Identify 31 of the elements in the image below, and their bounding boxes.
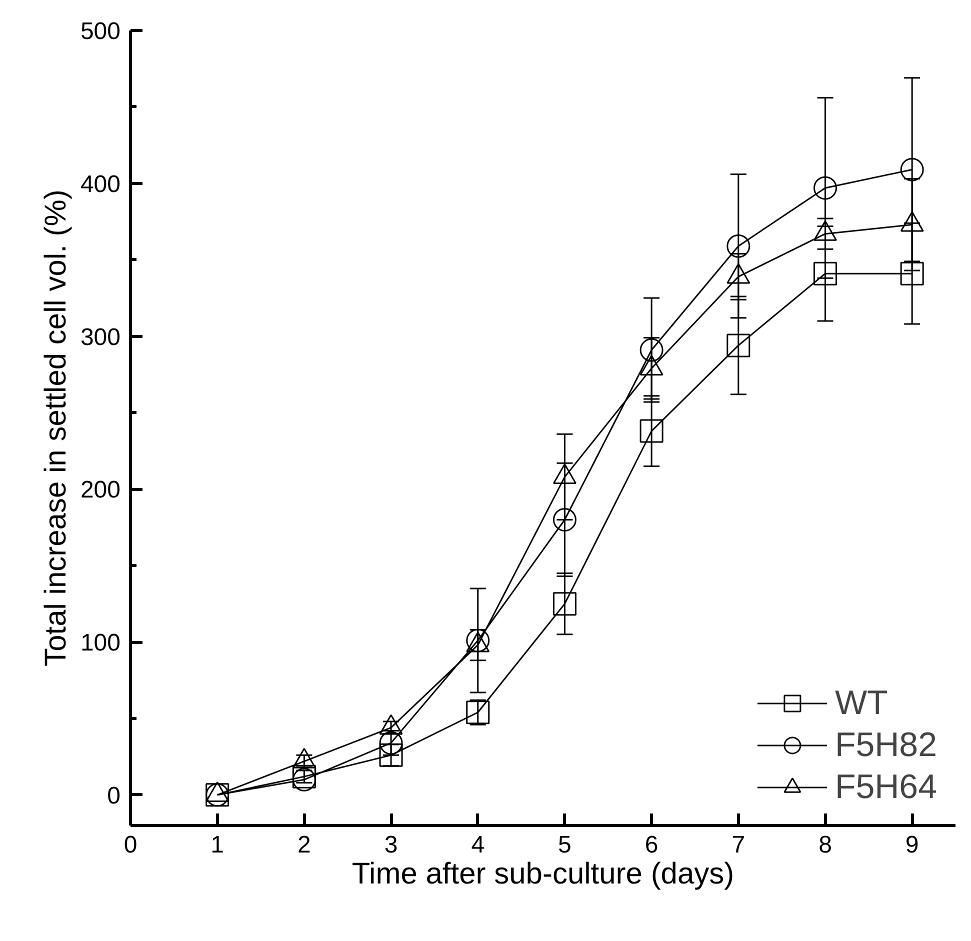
y-tick-label: 500 xyxy=(80,18,121,45)
y-tick-label: 100 xyxy=(80,630,121,657)
y-tick-label: 200 xyxy=(80,476,121,504)
point xyxy=(900,262,924,286)
legend-label: F5H64 xyxy=(834,768,937,806)
point xyxy=(726,234,750,258)
point xyxy=(640,419,664,443)
x-axis-title: Time after sub-culture (days) xyxy=(352,858,734,890)
x-tick-label: 0 xyxy=(124,832,138,858)
point xyxy=(552,508,576,532)
x-tick-label: 2 xyxy=(298,832,311,858)
x-tick-label: 1 xyxy=(210,832,224,858)
x-tick-label: 8 xyxy=(818,832,832,858)
point xyxy=(640,338,664,362)
legend-label: WT xyxy=(834,684,888,722)
y-axis-title: Total increase in settled cell vol. (%) xyxy=(39,190,72,666)
point xyxy=(900,158,924,182)
point xyxy=(813,176,837,200)
x-tick-label: 6 xyxy=(644,832,658,858)
point xyxy=(726,334,750,358)
legend-label: F5H82 xyxy=(834,726,937,764)
x-tick-label: 7 xyxy=(732,832,746,858)
y-tick-label: 0 xyxy=(107,782,121,810)
x-tick-label: 9 xyxy=(905,832,919,858)
point xyxy=(813,262,837,286)
x-tick-label: 3 xyxy=(384,832,398,858)
y-tick-label: 300 xyxy=(80,324,121,351)
point xyxy=(552,592,576,616)
x-tick-label: 5 xyxy=(558,832,572,858)
x-tick-label: 4 xyxy=(471,832,485,858)
y-tick-label: 400 xyxy=(80,170,121,198)
